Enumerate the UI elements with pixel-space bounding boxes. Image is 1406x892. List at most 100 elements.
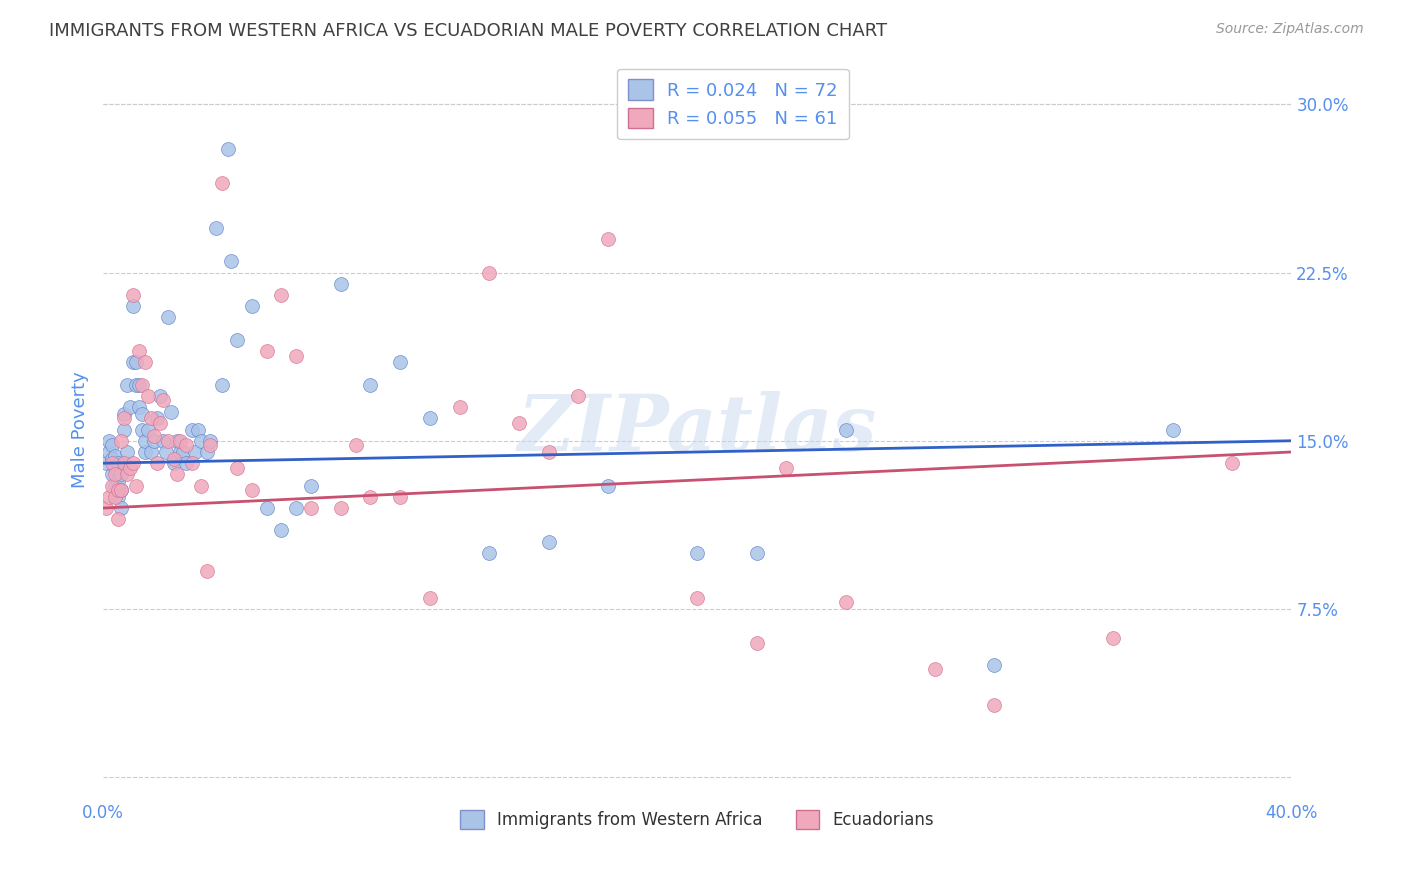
Point	[567, 389, 589, 403]
Point	[112, 407, 135, 421]
Point	[136, 423, 159, 437]
Point	[176, 456, 198, 470]
Point	[187, 423, 209, 437]
Point	[160, 404, 183, 418]
Text: IMMIGRANTS FROM WESTERN AFRICA VS ECUADORIAN MALE POVERTY CORRELATION CHART: IMMIGRANTS FROM WESTERN AFRICA VS ECUADO…	[49, 22, 887, 40]
Point	[152, 393, 174, 408]
Point	[134, 355, 156, 369]
Point	[686, 591, 709, 605]
Point	[94, 456, 117, 470]
Point	[125, 355, 148, 369]
Point	[125, 377, 148, 392]
Point	[285, 501, 308, 516]
Point	[478, 266, 501, 280]
Point	[101, 467, 124, 482]
Point	[169, 434, 191, 448]
Point	[172, 445, 194, 459]
Point	[104, 460, 127, 475]
Point	[299, 478, 322, 492]
Point	[745, 635, 768, 649]
Point	[240, 299, 263, 313]
Point	[107, 483, 129, 497]
Point	[329, 501, 352, 516]
Point	[110, 483, 132, 497]
Point	[190, 434, 212, 448]
Point	[359, 377, 381, 392]
Point	[195, 445, 218, 459]
Point	[94, 501, 117, 516]
Point	[983, 658, 1005, 673]
Point	[166, 467, 188, 482]
Point	[98, 490, 121, 504]
Point	[107, 456, 129, 470]
Point	[359, 490, 381, 504]
Point	[142, 429, 165, 443]
Point	[217, 142, 239, 156]
Point	[176, 438, 198, 452]
Point	[121, 355, 143, 369]
Point	[181, 456, 204, 470]
Point	[198, 434, 221, 448]
Point	[131, 407, 153, 421]
Point	[924, 663, 946, 677]
Point	[598, 478, 620, 492]
Point	[745, 546, 768, 560]
Point	[145, 411, 167, 425]
Point	[142, 434, 165, 448]
Point	[686, 546, 709, 560]
Point	[128, 400, 150, 414]
Point	[211, 377, 233, 392]
Point	[101, 456, 124, 470]
Point	[131, 423, 153, 437]
Point	[155, 445, 177, 459]
Point	[270, 288, 292, 302]
Point	[299, 501, 322, 516]
Point	[121, 288, 143, 302]
Point	[101, 438, 124, 452]
Point	[121, 299, 143, 313]
Point	[835, 595, 858, 609]
Point	[134, 445, 156, 459]
Point	[145, 456, 167, 470]
Point	[1161, 423, 1184, 437]
Point	[256, 344, 278, 359]
Point	[256, 501, 278, 516]
Point	[148, 389, 170, 403]
Point	[537, 534, 560, 549]
Point	[121, 456, 143, 470]
Point	[775, 460, 797, 475]
Point	[107, 474, 129, 488]
Point	[419, 411, 441, 425]
Point	[225, 460, 247, 475]
Point	[344, 438, 367, 452]
Point	[169, 445, 191, 459]
Point	[389, 355, 412, 369]
Point	[184, 445, 207, 459]
Point	[98, 434, 121, 448]
Point	[101, 451, 124, 466]
Point	[225, 333, 247, 347]
Point	[329, 277, 352, 291]
Point	[139, 411, 162, 425]
Point	[98, 445, 121, 459]
Point	[136, 389, 159, 403]
Point	[107, 512, 129, 526]
Point	[125, 478, 148, 492]
Point	[157, 310, 180, 325]
Legend: Immigrants from Western Africa, Ecuadorians: Immigrants from Western Africa, Ecuadori…	[454, 803, 941, 836]
Point	[478, 546, 501, 560]
Point	[112, 456, 135, 470]
Point	[419, 591, 441, 605]
Point	[134, 434, 156, 448]
Point	[115, 377, 138, 392]
Point	[270, 524, 292, 538]
Point	[128, 377, 150, 392]
Point	[110, 467, 132, 482]
Point	[190, 478, 212, 492]
Point	[104, 467, 127, 482]
Point	[240, 483, 263, 497]
Point	[110, 501, 132, 516]
Point	[211, 176, 233, 190]
Point	[166, 434, 188, 448]
Point	[115, 445, 138, 459]
